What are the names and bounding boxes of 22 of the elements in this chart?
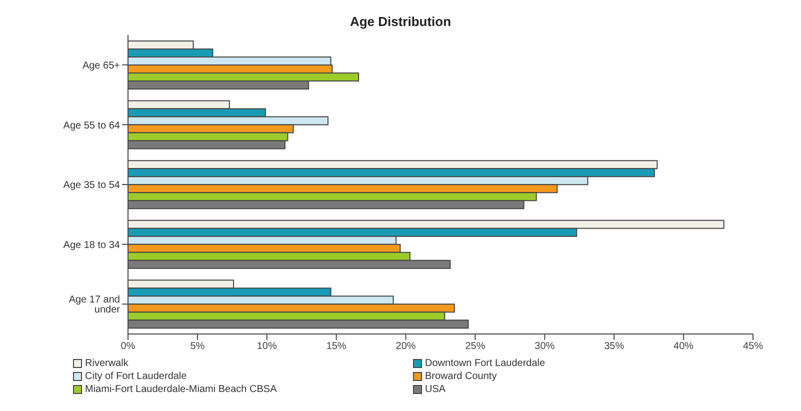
x-tick-label: 45% bbox=[742, 341, 764, 352]
legend-label: City of Fort Lauderdale bbox=[85, 371, 187, 382]
y-tick-label: Age 65+ bbox=[82, 60, 120, 72]
y-tick-label: Age 35 to 54 bbox=[63, 180, 120, 192]
legend-label: Downtown Fort Lauderdale bbox=[425, 358, 546, 369]
legend-label: Riverwalk bbox=[85, 358, 128, 369]
x-tick-label: 20% bbox=[396, 341, 416, 352]
legend-label: Broward County bbox=[425, 371, 497, 382]
y-tick-label: Age 18 to 34 bbox=[63, 240, 120, 251]
x-tick-label: 25% bbox=[465, 341, 486, 352]
x-tick-label: 15% bbox=[326, 341, 346, 352]
y-tick-label: Age 17 and under bbox=[68, 294, 121, 316]
x-tick-label: 35% bbox=[604, 341, 624, 352]
x-tick-label: 5% bbox=[190, 341, 205, 352]
x-tick-label: 10% bbox=[256, 341, 278, 352]
x-tick-label: 0% bbox=[120, 341, 136, 352]
legend-label: Miami-Fort Lauderdale-Miami Beach CBSA bbox=[85, 384, 277, 395]
y-tick-label: Age 55 to 64 bbox=[63, 120, 120, 132]
legend-label: USA bbox=[425, 384, 446, 395]
x-tick-label: 30% bbox=[534, 341, 555, 352]
chart-title: Age Distribution bbox=[348, 13, 452, 29]
x-tick-label: 40% bbox=[674, 341, 694, 352]
